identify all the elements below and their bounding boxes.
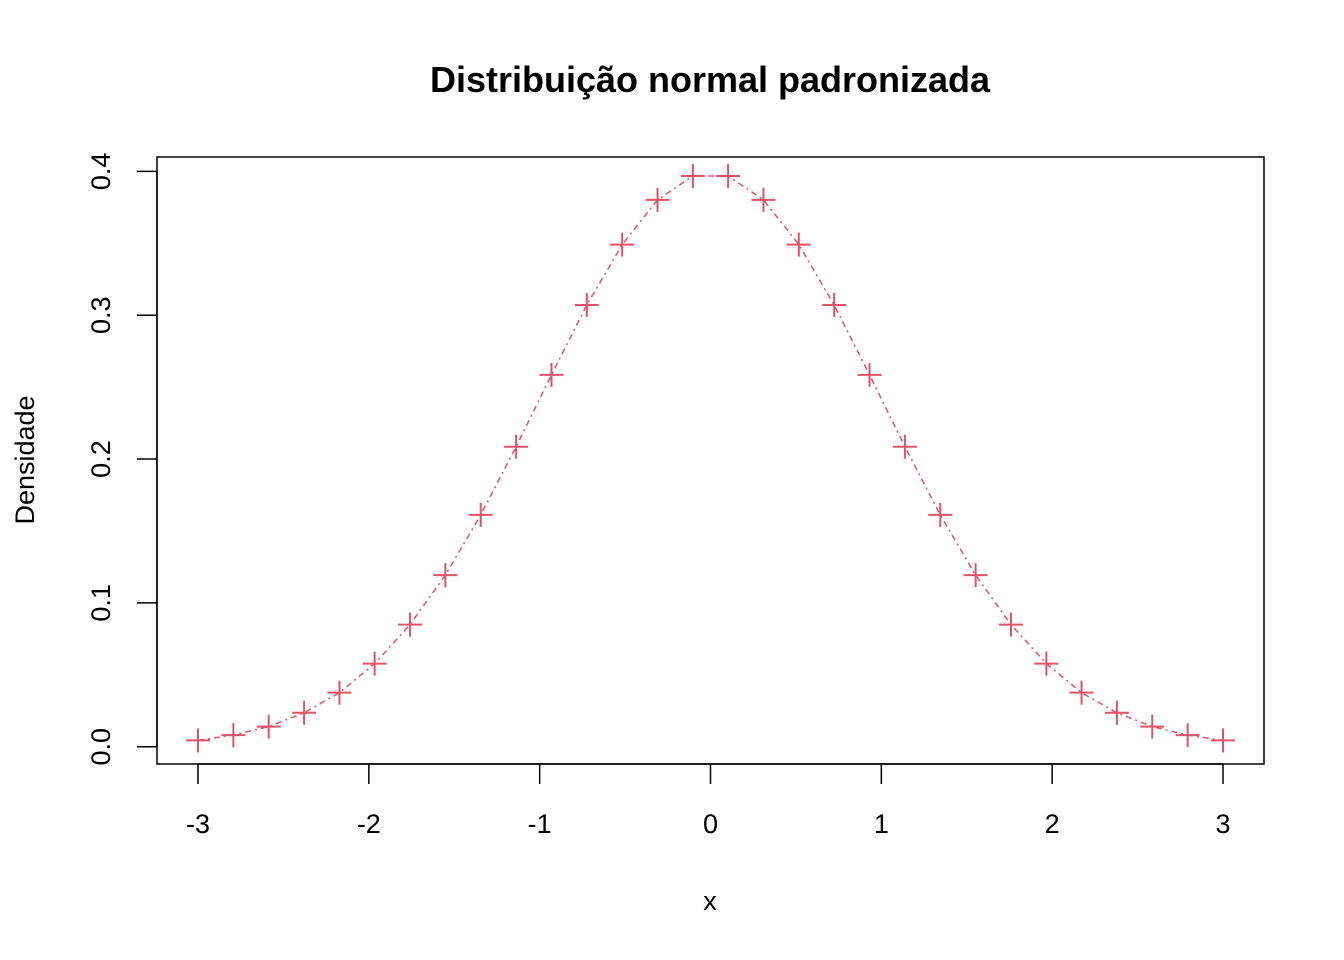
x-tick-label: 1 [874, 809, 889, 839]
y-tick-label: 0.1 [86, 584, 116, 622]
data-point [1034, 651, 1059, 676]
x-tick-label: -1 [528, 809, 552, 839]
data-point [539, 362, 564, 387]
y-tick-label: 0.4 [86, 153, 116, 191]
data-point [362, 651, 387, 676]
x-tick-label: -3 [186, 809, 210, 839]
data-point [256, 714, 281, 739]
data-point [716, 163, 741, 188]
series-layer [186, 163, 1235, 753]
data-point [822, 293, 847, 318]
series-line [197, 175, 1224, 742]
data-point [963, 563, 988, 588]
y-tick-label: 0.0 [86, 728, 116, 766]
data-point [433, 563, 458, 588]
data-point [892, 434, 917, 459]
data-point [610, 232, 635, 257]
data-point [645, 187, 670, 212]
data-point [928, 502, 953, 527]
data-point [1175, 723, 1200, 748]
data-point [751, 187, 776, 212]
data-point [186, 728, 210, 753]
plot-frame [156, 156, 1265, 765]
data-point [327, 680, 352, 705]
data-point [292, 700, 317, 725]
x-tick-label: 3 [1215, 809, 1230, 839]
data-point [504, 434, 529, 459]
x-axis-label: x [703, 886, 717, 916]
data-point [221, 723, 246, 748]
data-point [1104, 700, 1129, 725]
data-point [680, 163, 705, 188]
data-point [1140, 714, 1165, 739]
x-tick-label: 2 [1045, 809, 1060, 839]
data-point [998, 612, 1023, 637]
data-point [786, 232, 811, 257]
y-axis: 0.0 0.1 0.2 0.3 0.4 [86, 153, 158, 766]
data-point [1069, 680, 1094, 705]
y-tick-label: 0.3 [86, 296, 116, 334]
chart-title: Distribuição normal padronizada [430, 59, 991, 100]
data-point [857, 362, 882, 387]
x-axis: -3 -2 -1 0 1 2 3 [186, 763, 1231, 839]
y-tick-label: 0.2 [86, 440, 116, 478]
y-axis-label: Densidade [10, 395, 40, 524]
x-tick-label: 0 [703, 809, 718, 839]
x-tick-label: -2 [357, 809, 381, 839]
data-point [398, 612, 423, 637]
data-point [468, 502, 493, 527]
data-point [1211, 728, 1235, 753]
data-point [574, 293, 599, 318]
